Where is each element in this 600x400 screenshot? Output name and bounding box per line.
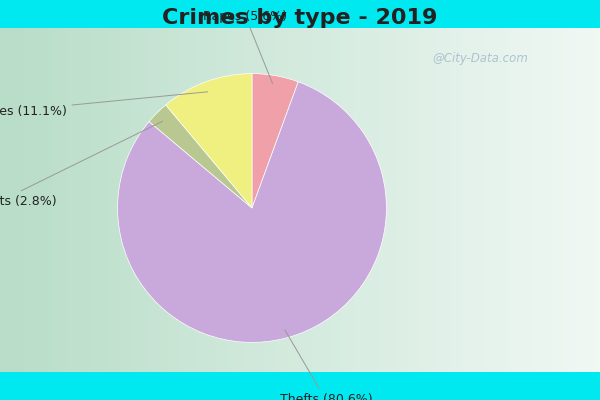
- Text: Crimes by type - 2019: Crimes by type - 2019: [163, 8, 437, 28]
- Wedge shape: [149, 105, 252, 208]
- Text: Burglaries (11.1%): Burglaries (11.1%): [0, 92, 208, 118]
- Wedge shape: [252, 74, 298, 208]
- Wedge shape: [166, 74, 252, 208]
- Text: @City-Data.com: @City-Data.com: [432, 52, 528, 65]
- Wedge shape: [118, 82, 386, 342]
- Text: Auto thefts (2.8%): Auto thefts (2.8%): [0, 121, 163, 208]
- Text: Rapes (5.6%): Rapes (5.6%): [203, 10, 287, 84]
- Text: Thefts (80.6%): Thefts (80.6%): [280, 330, 372, 400]
